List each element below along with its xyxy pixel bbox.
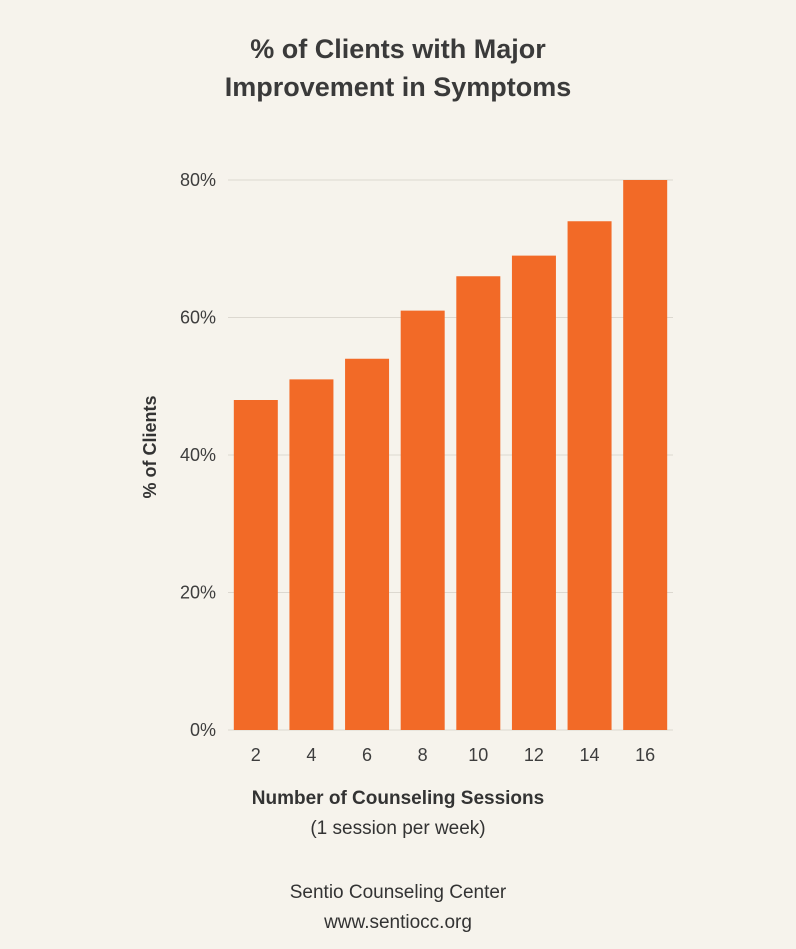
bar-10 xyxy=(456,276,501,730)
bar-4 xyxy=(289,379,334,730)
y-tick-label: 80% xyxy=(180,170,216,190)
bar-14 xyxy=(567,221,612,730)
y-tick-label: 40% xyxy=(180,445,216,465)
y-axis-label: % of Clients xyxy=(140,395,160,498)
footer-org: Sentio Counseling Center xyxy=(289,882,507,903)
bars xyxy=(233,180,668,730)
footer: Sentio Counseling Center www.sentiocc.or… xyxy=(0,878,796,938)
x-tick-label: 10 xyxy=(468,745,488,765)
x-tick-label: 4 xyxy=(306,745,316,765)
chart-title-line-1: % of Clients with Major xyxy=(250,34,546,64)
chart-title: % of Clients with Major Improvement in S… xyxy=(0,30,796,106)
x-axis-sublabel: (1 session per week) xyxy=(310,818,486,839)
y-tick-label: 20% xyxy=(180,583,216,603)
x-axis-label: Number of Counseling Sessions xyxy=(251,788,545,809)
x-tick-label: 14 xyxy=(580,745,600,765)
y-axis-ticks: 0% 20% 40% 60% 80% xyxy=(180,170,216,740)
footer-url[interactable]: www.sentiocc.org xyxy=(324,912,472,933)
x-tick-label: 6 xyxy=(362,745,372,765)
chart-title-line-2: Improvement in Symptoms xyxy=(224,72,572,102)
y-tick-label: 0% xyxy=(190,720,216,740)
y-tick-label: 60% xyxy=(180,308,216,328)
bar-16 xyxy=(623,180,668,730)
x-axis-ticks: 2 4 6 8 10 12 14 16 xyxy=(251,745,655,765)
bar-6 xyxy=(345,358,390,730)
x-tick-label: 2 xyxy=(251,745,261,765)
x-tick-label: 8 xyxy=(418,745,428,765)
bar-8 xyxy=(400,310,445,730)
x-tick-label: 16 xyxy=(635,745,655,765)
x-tick-label: 12 xyxy=(524,745,544,765)
bar-2 xyxy=(233,400,278,730)
bar-12 xyxy=(511,255,556,730)
